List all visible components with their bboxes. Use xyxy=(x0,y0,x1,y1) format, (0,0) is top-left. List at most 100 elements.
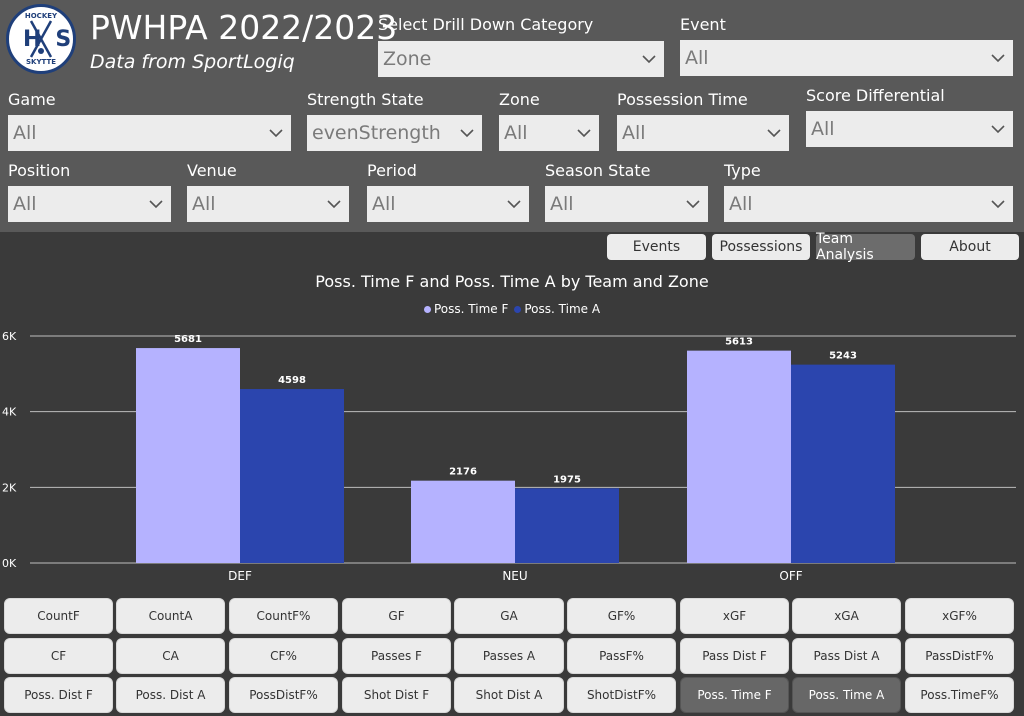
chevron-down-icon xyxy=(507,200,521,209)
y-tick-label: 4K xyxy=(2,406,17,419)
y-tick-label: 2K xyxy=(2,481,17,494)
metric-button-passf-pct[interactable]: PassF% xyxy=(567,638,676,674)
data-label: 1975 xyxy=(553,474,581,485)
metric-button-countf[interactable]: CountF xyxy=(4,598,113,634)
metric-button-shot-dist-f[interactable]: Shot Dist F xyxy=(342,677,451,713)
page-subtitle: Data from SportLogiq xyxy=(90,51,295,73)
chevron-down-icon xyxy=(460,129,474,138)
metric-button-xgf[interactable]: xGF xyxy=(680,598,789,634)
metric-button-xga[interactable]: xGA xyxy=(792,598,901,634)
filter-score-differential-label: Score Differential xyxy=(806,86,945,105)
logo-top-text: HOCKEY xyxy=(24,12,58,20)
bar-poss-time-f-off xyxy=(687,350,791,563)
y-tick-label: 0K xyxy=(2,557,17,570)
tab-events[interactable]: Events xyxy=(607,234,706,260)
metric-button-poss-timef-pct[interactable]: Poss.TimeF% xyxy=(905,677,1014,713)
page-tabs: Events Possessions Team Analysis About xyxy=(0,231,1024,263)
tab-about[interactable]: About xyxy=(921,234,1019,260)
period-value: All xyxy=(372,193,396,215)
legend-item-poss-time-a[interactable]: Poss. Time A xyxy=(514,302,600,316)
legend-swatch-poss-time-a xyxy=(514,305,522,313)
metric-button-passdistf-pct[interactable]: PassDistF% xyxy=(905,638,1014,674)
tab-team-analysis[interactable]: Team Analysis xyxy=(816,231,915,263)
filter-game: Game All xyxy=(8,90,291,151)
season-state-dropdown[interactable]: All xyxy=(545,186,708,222)
filter-position-label: Position xyxy=(8,161,71,180)
legend-label-poss-time-f: Poss. Time F xyxy=(434,302,509,316)
chevron-down-icon xyxy=(991,125,1005,134)
filter-zone-label: Zone xyxy=(499,90,540,109)
legend-item-poss-time-f[interactable]: Poss. Time F xyxy=(424,302,508,316)
metric-button-poss-time-f[interactable]: Poss. Time F xyxy=(680,677,789,713)
metric-button-shotdistf-pct[interactable]: ShotDistF% xyxy=(567,677,676,713)
filter-zone: Zone All xyxy=(499,90,599,151)
drill-down-dropdown[interactable]: Zone xyxy=(378,41,664,77)
chevron-down-icon xyxy=(767,129,781,138)
metric-button-pass-dist-f[interactable]: Pass Dist F xyxy=(680,638,789,674)
data-label: 4598 xyxy=(278,375,306,386)
metric-button-ca[interactable]: CA xyxy=(116,638,225,674)
x-tick-label: DEF xyxy=(228,569,252,583)
filter-type-label: Type xyxy=(724,161,761,180)
score-differential-value: All xyxy=(811,118,835,140)
filter-event-label: Event xyxy=(680,15,726,34)
filter-possession-time: Possession Time All xyxy=(617,90,789,151)
bar-poss-time-a-neu xyxy=(515,488,619,563)
logo-bottom-text: SKYTTE xyxy=(25,58,57,66)
zone-dropdown[interactable]: All xyxy=(499,115,599,151)
metric-button-xgf-pct[interactable]: xGF% xyxy=(905,598,1014,634)
type-dropdown[interactable]: All xyxy=(724,186,1013,222)
metric-button-passes-f[interactable]: Passes F xyxy=(342,638,451,674)
chevron-down-icon xyxy=(269,129,283,138)
filter-position: Position All xyxy=(8,161,171,222)
data-label: 2176 xyxy=(449,467,477,478)
strength-state-value: evenStrength xyxy=(312,122,441,144)
data-label: 5613 xyxy=(725,337,753,348)
metric-button-shot-dist-a[interactable]: Shot Dist A xyxy=(454,677,564,713)
metric-button-poss-dist-a[interactable]: Poss. Dist A xyxy=(116,677,225,713)
filter-strength-state: Strength State evenStrength xyxy=(307,90,482,151)
possession-time-dropdown[interactable]: All xyxy=(617,115,789,151)
hockey-skytte-logo: HOCKEY HS SKYTTE xyxy=(6,4,76,74)
chevron-down-icon xyxy=(577,129,591,138)
strength-state-dropdown[interactable]: evenStrength xyxy=(307,115,482,151)
venue-dropdown[interactable]: All xyxy=(187,186,349,222)
event-dropdown[interactable]: All xyxy=(680,40,1013,76)
metric-button-ga[interactable]: GA xyxy=(454,598,564,634)
data-label: 5243 xyxy=(829,351,857,362)
venue-value: All xyxy=(192,193,216,215)
metric-button-countf-pct[interactable]: CountF% xyxy=(229,598,338,634)
filter-game-label: Game xyxy=(8,90,56,109)
metric-button-pass-dist-a[interactable]: Pass Dist A xyxy=(792,638,901,674)
metric-button-passes-a[interactable]: Passes A xyxy=(454,638,564,674)
filter-possession-time-label: Possession Time xyxy=(617,90,748,109)
bar-poss-time-f-neu xyxy=(411,480,515,563)
data-label: 5681 xyxy=(174,334,202,345)
score-differential-dropdown[interactable]: All xyxy=(806,111,1013,147)
chevron-down-icon xyxy=(642,55,656,64)
chevron-down-icon xyxy=(991,54,1005,63)
metric-button-gf[interactable]: GF xyxy=(342,598,451,634)
event-value: All xyxy=(685,47,709,69)
metric-button-cf[interactable]: CF xyxy=(4,638,113,674)
metric-button-poss-dist-f[interactable]: Poss. Dist F xyxy=(4,677,113,713)
metric-button-gf-pct[interactable]: GF% xyxy=(567,598,676,634)
drill-down-value: Zone xyxy=(383,48,432,70)
position-value: All xyxy=(13,193,37,215)
filter-season-state-label: Season State xyxy=(545,161,651,180)
game-dropdown[interactable]: All xyxy=(8,115,291,151)
possession-time-value: All xyxy=(622,122,646,144)
filter-strength-label: Strength State xyxy=(307,90,424,109)
metric-button-counta[interactable]: CountA xyxy=(116,598,225,634)
filter-venue: Venue All xyxy=(187,161,349,222)
metric-button-poss-time-a[interactable]: Poss. Time A xyxy=(792,677,901,713)
metric-button-cf-pct[interactable]: CF% xyxy=(229,638,338,674)
position-dropdown[interactable]: All xyxy=(8,186,171,222)
period-dropdown[interactable]: All xyxy=(367,186,529,222)
metric-button-possdistf-pct[interactable]: PossDistF% xyxy=(229,677,338,713)
filter-venue-label: Venue xyxy=(187,161,237,180)
filter-drill-down: Select Drill Down Category Zone xyxy=(378,15,664,77)
tab-possessions[interactable]: Possessions xyxy=(712,234,810,260)
logo-mid-text: HS xyxy=(23,27,71,52)
chart-title: Poss. Time F and Poss. Time A by Team an… xyxy=(315,272,709,291)
